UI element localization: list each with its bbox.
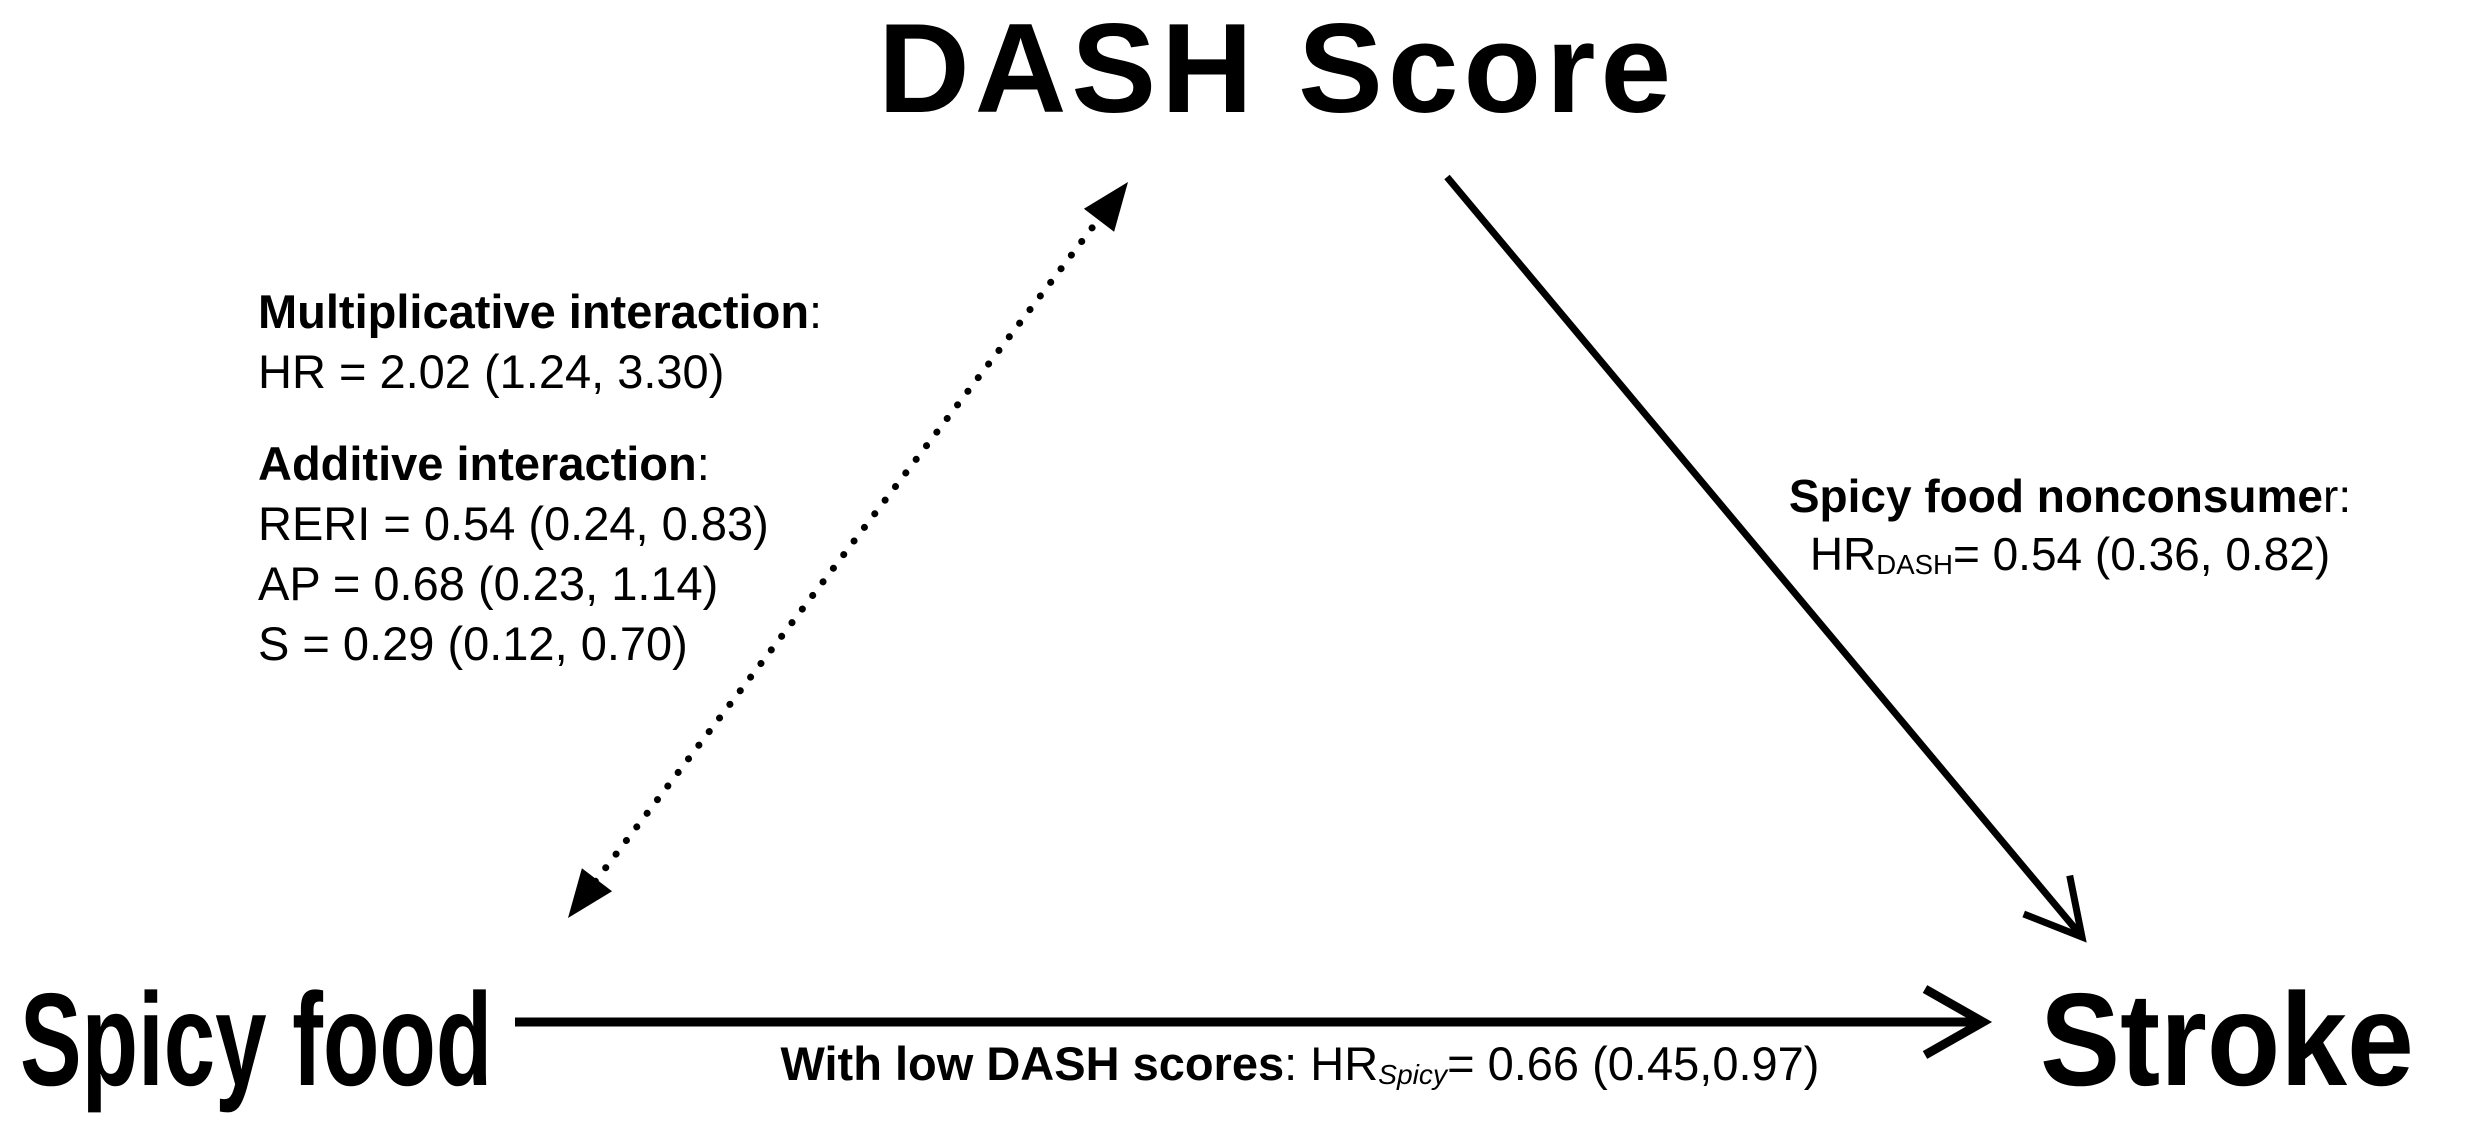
hr-spicy-base: HR [1310, 1037, 1379, 1090]
arrowhead-down-icon [568, 868, 613, 918]
hr-spicy-value: = 0.66 (0.45,0.97) [1447, 1037, 1820, 1090]
node-dash-score: DASH Score [878, 0, 1677, 139]
arrowhead-up-icon [1083, 182, 1128, 232]
low-dash-heading: With low DASH scores [780, 1037, 1285, 1090]
interaction-stats-block: Multiplicative interaction: HR = 2.02 (1… [258, 282, 822, 674]
additive-colon: : [696, 437, 710, 490]
hr-dash-subscript: DASH [1876, 548, 1953, 580]
multiplicative-heading: Multiplicative interaction [258, 285, 810, 338]
spicy-stroke-effect-label: With low DASH scores: HRSpicy= 0.66 (0.4… [600, 1034, 2000, 1100]
solid-shaft [1444, 174, 2081, 935]
dash-stroke-arrow [1444, 174, 2087, 943]
nonconsumer-heading-line: Spicy food nonconsumer: [1695, 467, 2445, 525]
spicy-stroke-arrow [515, 985, 1993, 1059]
nonconsumer-heading: Spicy food nonconsume [1788, 470, 2324, 522]
additive-s-value: S = 0.29 (0.12, 0.70) [258, 617, 688, 670]
arrowhead-icon [1922, 985, 1993, 1059]
additive-reri-value: RERI = 0.54 (0.24, 0.83) [258, 497, 769, 550]
hr-spicy-subscript: Spicy [1378, 1057, 1448, 1090]
arrowhead-icon [2022, 874, 2087, 943]
low-dash-colon: : [1284, 1037, 1298, 1090]
node-spicy-food: Spicy food [20, 966, 493, 1113]
multiplicative-heading-line: Multiplicative interaction: [258, 282, 822, 342]
hr-dash-value-line: HRDASH= 0.54 (0.36, 0.82) [1695, 525, 2445, 590]
hr-dash-base: HR [1809, 528, 1877, 580]
additive-heading-line: Additive interaction: [258, 434, 822, 494]
hr-dash-value: = 0.54 (0.36, 0.82) [1952, 528, 2331, 580]
dash-stroke-effect-label: Spicy food nonconsumer: HRDASH= 0.54 (0.… [1695, 467, 2445, 590]
additive-ap-value: AP = 0.68 (0.23, 1.14) [258, 557, 719, 610]
node-stroke: Stroke [2040, 966, 2414, 1113]
additive-heading: Additive interaction [258, 437, 697, 490]
nonconsumer-heading-tail: r: [2323, 470, 2352, 522]
multiplicative-colon: : [809, 285, 823, 338]
multiplicative-hr-value: HR = 2.02 (1.24, 3.30) [258, 345, 725, 398]
spicy-dash-interaction-arrow [568, 182, 1128, 918]
